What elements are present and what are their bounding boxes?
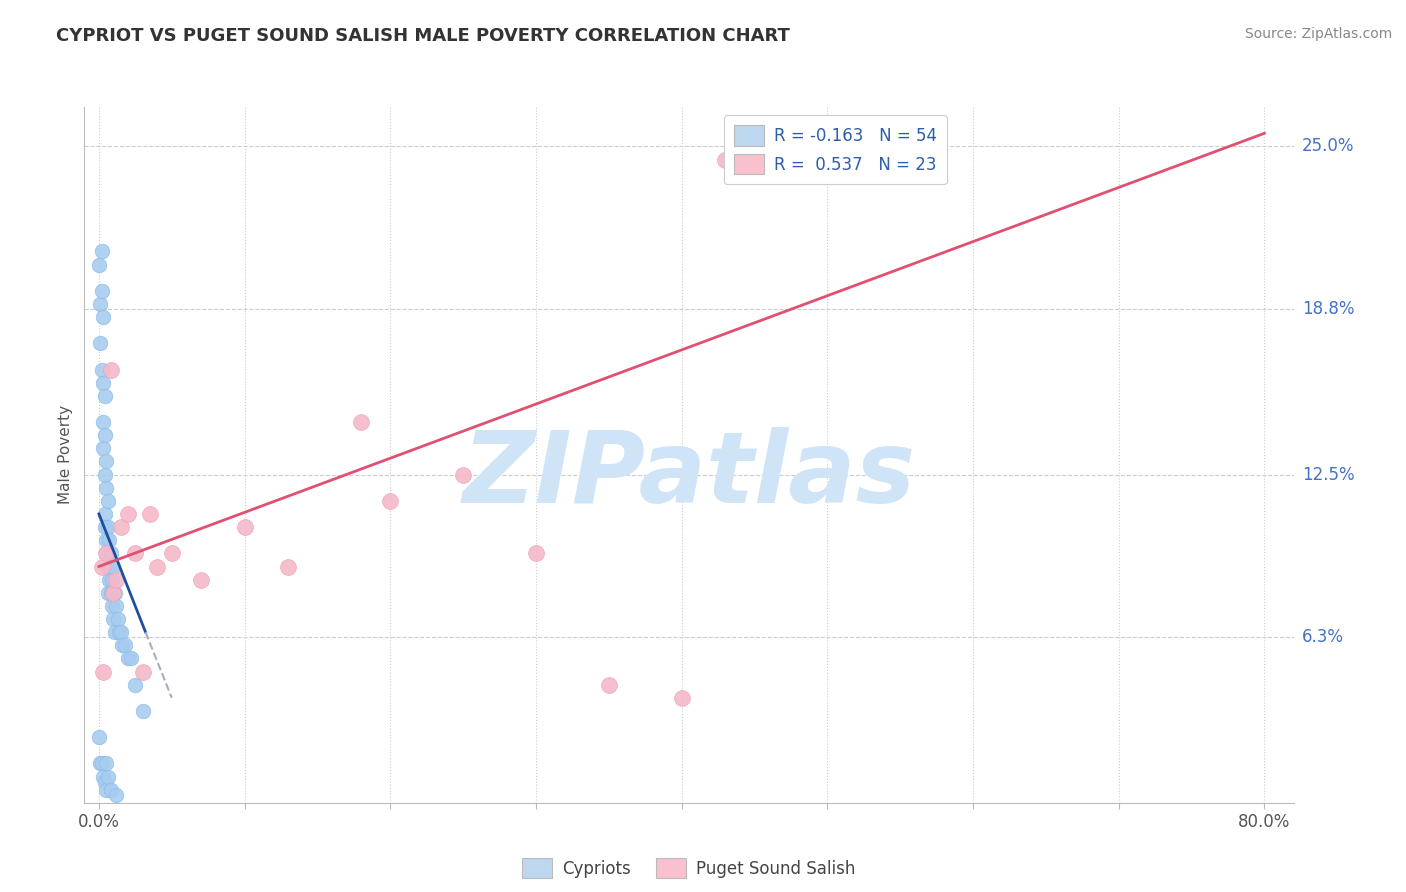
Point — [98, 573, 121, 587]
Point — [111, 638, 134, 652]
Point — [97, 586, 120, 600]
Point — [114, 638, 136, 652]
Point — [104, 625, 127, 640]
Point — [97, 770, 120, 784]
Text: ZIPatlas: ZIPatlas — [463, 427, 915, 524]
Point — [91, 442, 114, 456]
Point — [90, 559, 112, 574]
Point — [94, 467, 117, 482]
Point — [94, 389, 117, 403]
Point — [96, 454, 118, 468]
Point — [91, 770, 114, 784]
Point — [91, 415, 114, 429]
Point — [94, 507, 117, 521]
Point — [90, 284, 112, 298]
Point — [100, 546, 122, 560]
Point — [96, 546, 118, 560]
Point — [101, 599, 124, 613]
Point — [107, 612, 129, 626]
Point — [96, 756, 118, 771]
Point — [98, 533, 121, 548]
Point — [380, 494, 402, 508]
Point — [117, 507, 139, 521]
Point — [671, 690, 693, 705]
Point — [131, 665, 153, 679]
Point — [190, 573, 212, 587]
Point — [96, 481, 118, 495]
Legend: Cypriots, Puget Sound Salish: Cypriots, Puget Sound Salish — [516, 851, 862, 885]
Point — [87, 730, 110, 744]
Point — [91, 376, 114, 390]
Point — [104, 586, 127, 600]
Point — [89, 297, 111, 311]
Point — [90, 244, 112, 259]
Text: CYPRIOT VS PUGET SOUND SALISH MALE POVERTY CORRELATION CHART: CYPRIOT VS PUGET SOUND SALISH MALE POVER… — [56, 27, 790, 45]
Point — [714, 153, 737, 167]
Text: 25.0%: 25.0% — [1302, 137, 1354, 155]
Y-axis label: Male Poverty: Male Poverty — [58, 405, 73, 505]
Text: 6.3%: 6.3% — [1302, 628, 1344, 647]
Point — [87, 258, 110, 272]
Text: 18.8%: 18.8% — [1302, 301, 1354, 318]
Point — [120, 651, 142, 665]
Point — [105, 788, 128, 802]
Point — [124, 546, 146, 560]
Point — [524, 546, 547, 560]
Point — [94, 520, 117, 534]
Point — [100, 586, 122, 600]
Point — [103, 586, 125, 600]
Point — [97, 520, 120, 534]
Point — [94, 774, 117, 789]
Point — [96, 546, 118, 560]
Point — [598, 678, 620, 692]
Point — [110, 520, 132, 534]
Point — [97, 494, 120, 508]
Point — [90, 756, 112, 771]
Point — [131, 704, 153, 718]
Point — [277, 559, 299, 574]
Text: 12.5%: 12.5% — [1302, 466, 1354, 483]
Point — [97, 559, 120, 574]
Point — [117, 651, 139, 665]
Point — [350, 415, 373, 429]
Point — [103, 559, 125, 574]
Point — [96, 533, 118, 548]
Point — [100, 362, 122, 376]
Point — [108, 625, 131, 640]
Point — [100, 782, 122, 797]
Point — [91, 665, 114, 679]
Point — [105, 599, 128, 613]
Point — [89, 756, 111, 771]
Point — [90, 362, 112, 376]
Point — [124, 678, 146, 692]
Point — [146, 559, 169, 574]
Point — [96, 782, 118, 797]
Point — [91, 310, 114, 324]
Point — [89, 336, 111, 351]
Text: Source: ZipAtlas.com: Source: ZipAtlas.com — [1244, 27, 1392, 41]
Point — [101, 573, 124, 587]
Point — [105, 573, 128, 587]
Point — [103, 612, 125, 626]
Point — [98, 559, 121, 574]
Point — [160, 546, 183, 560]
Point — [233, 520, 256, 534]
Point — [94, 428, 117, 442]
Point — [451, 467, 474, 482]
Point — [110, 625, 132, 640]
Point — [139, 507, 162, 521]
